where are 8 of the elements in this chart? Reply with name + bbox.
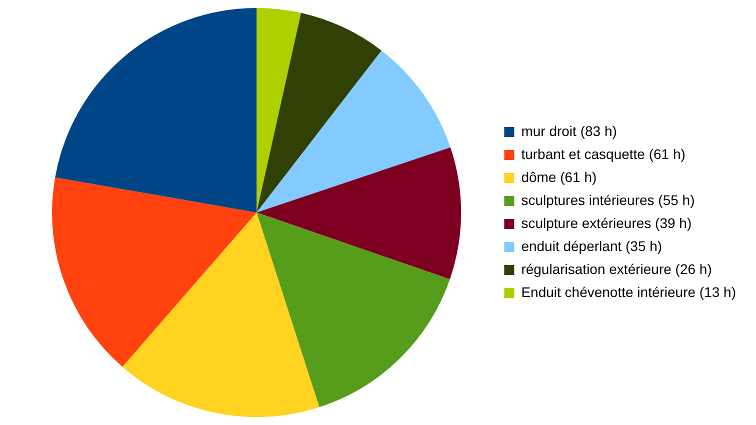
legend-label: sculptures intérieures (55 h) bbox=[521, 192, 695, 208]
legend-label: Enduit chévenotte intérieure (13 h) bbox=[521, 284, 736, 300]
legend-label: sculpture extérieures (39 h) bbox=[521, 214, 692, 231]
legend-label: régularisation extérieure (26 h) bbox=[521, 260, 712, 277]
legend-label: dôme (61 h) bbox=[521, 168, 597, 185]
legend-label: mur droit (83 h) bbox=[521, 122, 617, 139]
legend-label: turbant et casquette (61 h) bbox=[521, 146, 686, 162]
legend-label: enduit déperlant (35 h) bbox=[521, 238, 662, 254]
